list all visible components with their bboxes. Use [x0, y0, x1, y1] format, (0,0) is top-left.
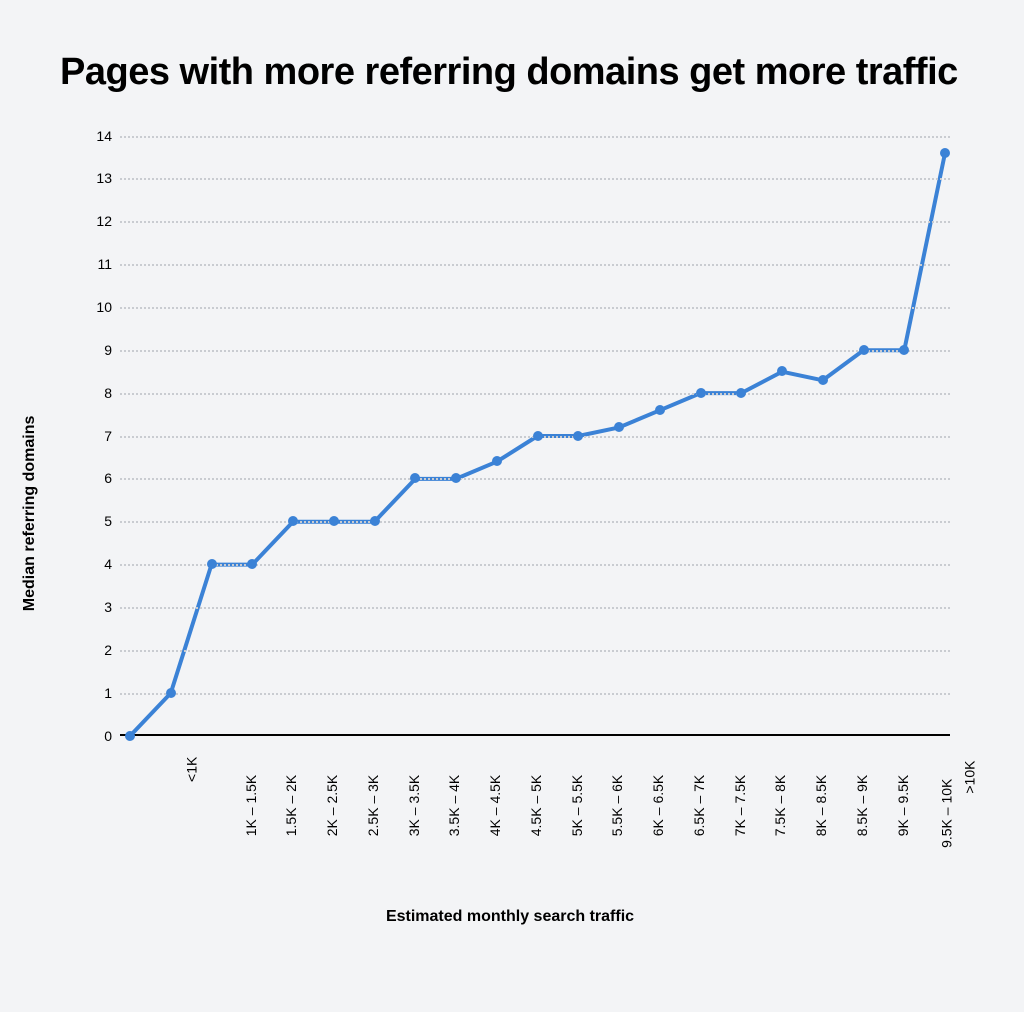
y-tick-label: 1 — [104, 685, 112, 701]
grid-line — [120, 393, 950, 395]
y-tick-label: 12 — [96, 213, 112, 229]
x-tick-label: 4.5K – 5K — [528, 774, 544, 836]
grid-line — [120, 221, 950, 223]
x-tick-label: 9K – 9.5K — [894, 774, 910, 836]
data-point-marker — [655, 405, 665, 415]
grid-line — [120, 350, 950, 352]
y-axis-label: Median referring domains — [21, 415, 39, 611]
y-tick-label: 13 — [96, 170, 112, 186]
x-tick-label: 2.5K – 3K — [365, 774, 381, 836]
y-tick-label: 8 — [104, 385, 112, 401]
data-point-marker — [207, 559, 217, 569]
plot-area: 01234567891011121314<1K1K – 1.5K1.5K – 2… — [120, 136, 950, 736]
grid-line — [120, 650, 950, 652]
data-point-marker — [125, 731, 135, 741]
grid-line — [120, 521, 950, 523]
x-tick-label: 1.5K – 2K — [283, 774, 299, 836]
x-tick-label: 7K – 7.5K — [731, 774, 747, 836]
x-tick-label: >10K — [962, 760, 978, 793]
x-tick-label: 8K – 8.5K — [813, 774, 829, 836]
x-tick-label: 1K – 1.5K — [242, 774, 258, 836]
data-point-marker — [736, 388, 746, 398]
x-tick-label: 7.5K – 8K — [772, 774, 788, 836]
x-axis-label: Estimated monthly search traffic — [386, 908, 634, 926]
data-point-marker — [370, 516, 380, 526]
data-point-marker — [818, 375, 828, 385]
x-tick-label: 9.5K – 10K — [939, 778, 955, 847]
y-tick-label: 5 — [104, 513, 112, 529]
y-tick-label: 6 — [104, 470, 112, 486]
data-point-marker — [899, 345, 909, 355]
data-point-marker — [288, 516, 298, 526]
grid-line — [120, 307, 950, 309]
data-point-marker — [940, 148, 950, 158]
data-point-marker — [492, 456, 502, 466]
y-tick-label: 11 — [97, 256, 112, 272]
x-tick-label: 8.5K – 9K — [854, 774, 870, 836]
data-point-marker — [696, 388, 706, 398]
y-tick-label: 14 — [96, 128, 112, 144]
x-tick-label: <1K — [183, 756, 199, 781]
x-tick-label: 5K – 5.5K — [568, 774, 584, 836]
data-point-marker — [777, 366, 787, 376]
data-point-marker — [329, 516, 339, 526]
x-tick-label: 4K – 4.5K — [487, 774, 503, 836]
y-tick-label: 0 — [104, 728, 112, 744]
x-tick-label: 5.5K – 6K — [609, 774, 625, 836]
x-tick-label: 6K – 6.5K — [650, 774, 666, 836]
grid-line — [120, 607, 950, 609]
data-point-marker — [614, 422, 624, 432]
y-tick-label: 4 — [104, 556, 112, 572]
chart-title: Pages with more referring domains get mo… — [60, 50, 974, 96]
x-tick-label: 6.5K – 7K — [691, 774, 707, 836]
y-tick-label: 9 — [104, 342, 112, 358]
y-tick-label: 10 — [96, 299, 112, 315]
grid-line — [120, 564, 950, 566]
grid-line — [120, 693, 950, 695]
grid-line — [120, 478, 950, 480]
x-tick-label: 3.5K – 4K — [446, 774, 462, 836]
data-point-marker — [410, 473, 420, 483]
y-tick-label: 7 — [104, 428, 112, 444]
y-tick-label: 3 — [104, 599, 112, 615]
x-tick-label: 3K – 3.5K — [405, 774, 421, 836]
y-tick-label: 2 — [104, 642, 112, 658]
data-point-marker — [247, 559, 257, 569]
data-point-marker — [533, 431, 543, 441]
data-point-marker — [166, 688, 176, 698]
data-point-marker — [451, 473, 461, 483]
grid-line — [120, 264, 950, 266]
grid-line — [120, 136, 950, 138]
data-point-marker — [573, 431, 583, 441]
chart-container: Median referring domains 012345678910111… — [60, 136, 960, 916]
grid-line — [120, 178, 950, 180]
data-point-marker — [859, 345, 869, 355]
x-tick-label: 2K – 2.5K — [324, 774, 340, 836]
